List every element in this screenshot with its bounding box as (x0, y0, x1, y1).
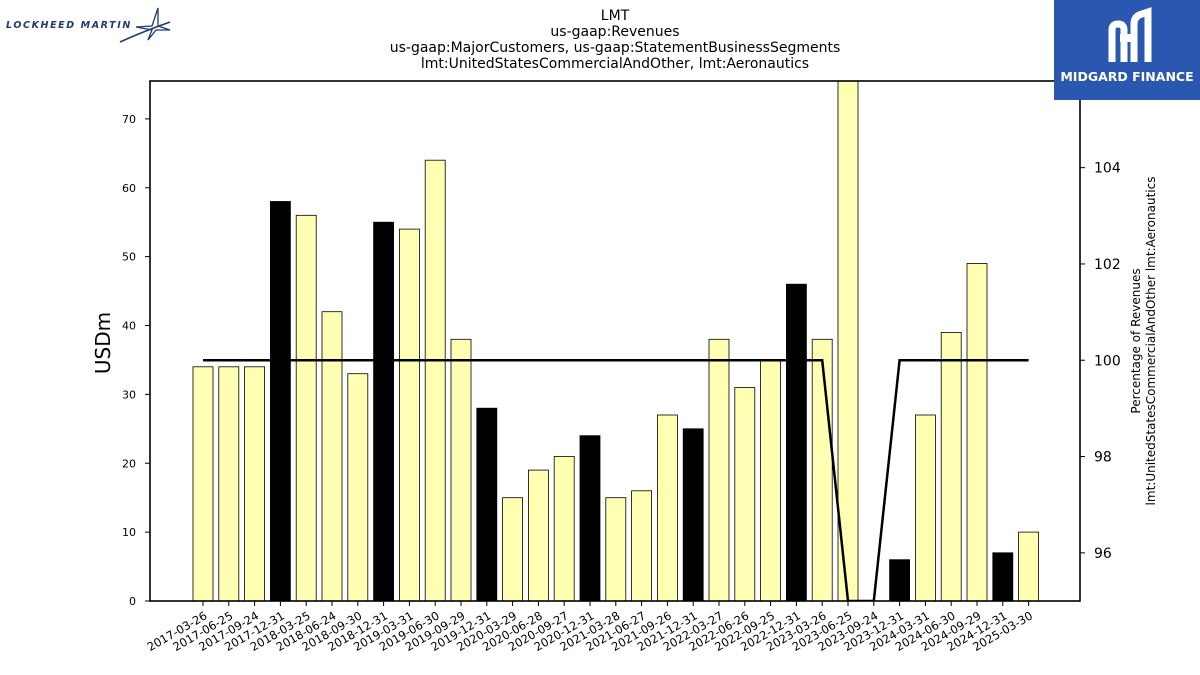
bar (218, 366, 240, 601)
bar (889, 559, 910, 601)
plot-frame (149, 80, 1081, 602)
bar (992, 552, 1014, 601)
bar (915, 414, 936, 601)
midgard-icon (1108, 7, 1152, 62)
y-tick-label: 20 (122, 457, 136, 470)
y-tick-label: 50 (122, 251, 136, 264)
bar (657, 414, 678, 601)
bar (192, 366, 214, 601)
bar (760, 359, 781, 601)
right-axis-label-line: Percentage of Revenues (1129, 268, 1143, 413)
title-line: us-gaap:Revenues (550, 24, 680, 40)
title-line: us-gaap:MajorCustomers, us-gaap:Statemen… (389, 40, 841, 56)
bar (940, 331, 962, 601)
midgard-finance-logo: MIDGARD FINANCE (1054, 0, 1200, 100)
y-tick-label: 0 (129, 595, 136, 608)
bar (528, 469, 549, 601)
bar (398, 228, 420, 601)
bar (295, 214, 317, 601)
bar (373, 221, 395, 601)
bar (786, 283, 807, 601)
y2-tick-label: 96 (1094, 546, 1112, 562)
bar (734, 387, 756, 601)
y-axis-label: USDm (91, 312, 115, 374)
bar (682, 428, 704, 601)
star-icon (119, 7, 171, 43)
right-axis-label: Percentage of Revenueslmt:UnitedStatesCo… (1129, 177, 1158, 506)
percentage-line-series (203, 359, 1029, 601)
bar (347, 373, 369, 601)
bar (476, 407, 498, 601)
bar-series (192, 81, 1039, 601)
bar (605, 497, 627, 601)
y-tick-label: 40 (122, 320, 136, 333)
bar (321, 311, 343, 601)
bar (631, 490, 652, 601)
bar (966, 263, 988, 601)
right-axis-ticks: 96 98 100 102 104 (1080, 161, 1121, 562)
bar (502, 497, 524, 601)
logo-text: LOCKHEED MARTIN (6, 20, 132, 31)
bar (450, 338, 472, 601)
y2-tick-label: 100 (1094, 353, 1121, 369)
bar (269, 201, 291, 601)
bar (708, 338, 730, 601)
y-tick-label: 30 (122, 388, 136, 401)
bar (553, 455, 575, 601)
logo-text: MIDGARD FINANCE (1060, 69, 1194, 84)
bar (837, 81, 859, 601)
title-line: LMT (600, 8, 630, 24)
right-axis-label-line: lmt:UnitedStatesCommercialAndOther lmt:A… (1144, 177, 1158, 506)
y2-tick-label: 104 (1094, 161, 1121, 177)
bar (424, 159, 446, 601)
y2-tick-label: 98 (1094, 450, 1112, 466)
bar (1018, 531, 1039, 601)
left-axis-ticks: 0 10 20 30 40 50 60 70 (122, 113, 150, 608)
bar (811, 338, 833, 601)
percentage-line (203, 359, 1029, 601)
y-tick-label: 70 (122, 113, 136, 126)
y2-tick-label: 102 (1094, 257, 1121, 273)
bar (579, 435, 601, 601)
y-tick-label: 10 (122, 526, 136, 539)
lockheed-martin-logo: LOCKHEED MARTIN (4, 6, 171, 44)
bar (244, 366, 266, 601)
y-tick-label: 60 (122, 182, 136, 195)
title-line: lmt:UnitedStatesCommercialAndOther, lmt:… (420, 56, 810, 72)
x-axis-ticks: 2017-03-262017-06-252017-09-242017-12-31… (145, 601, 1035, 654)
